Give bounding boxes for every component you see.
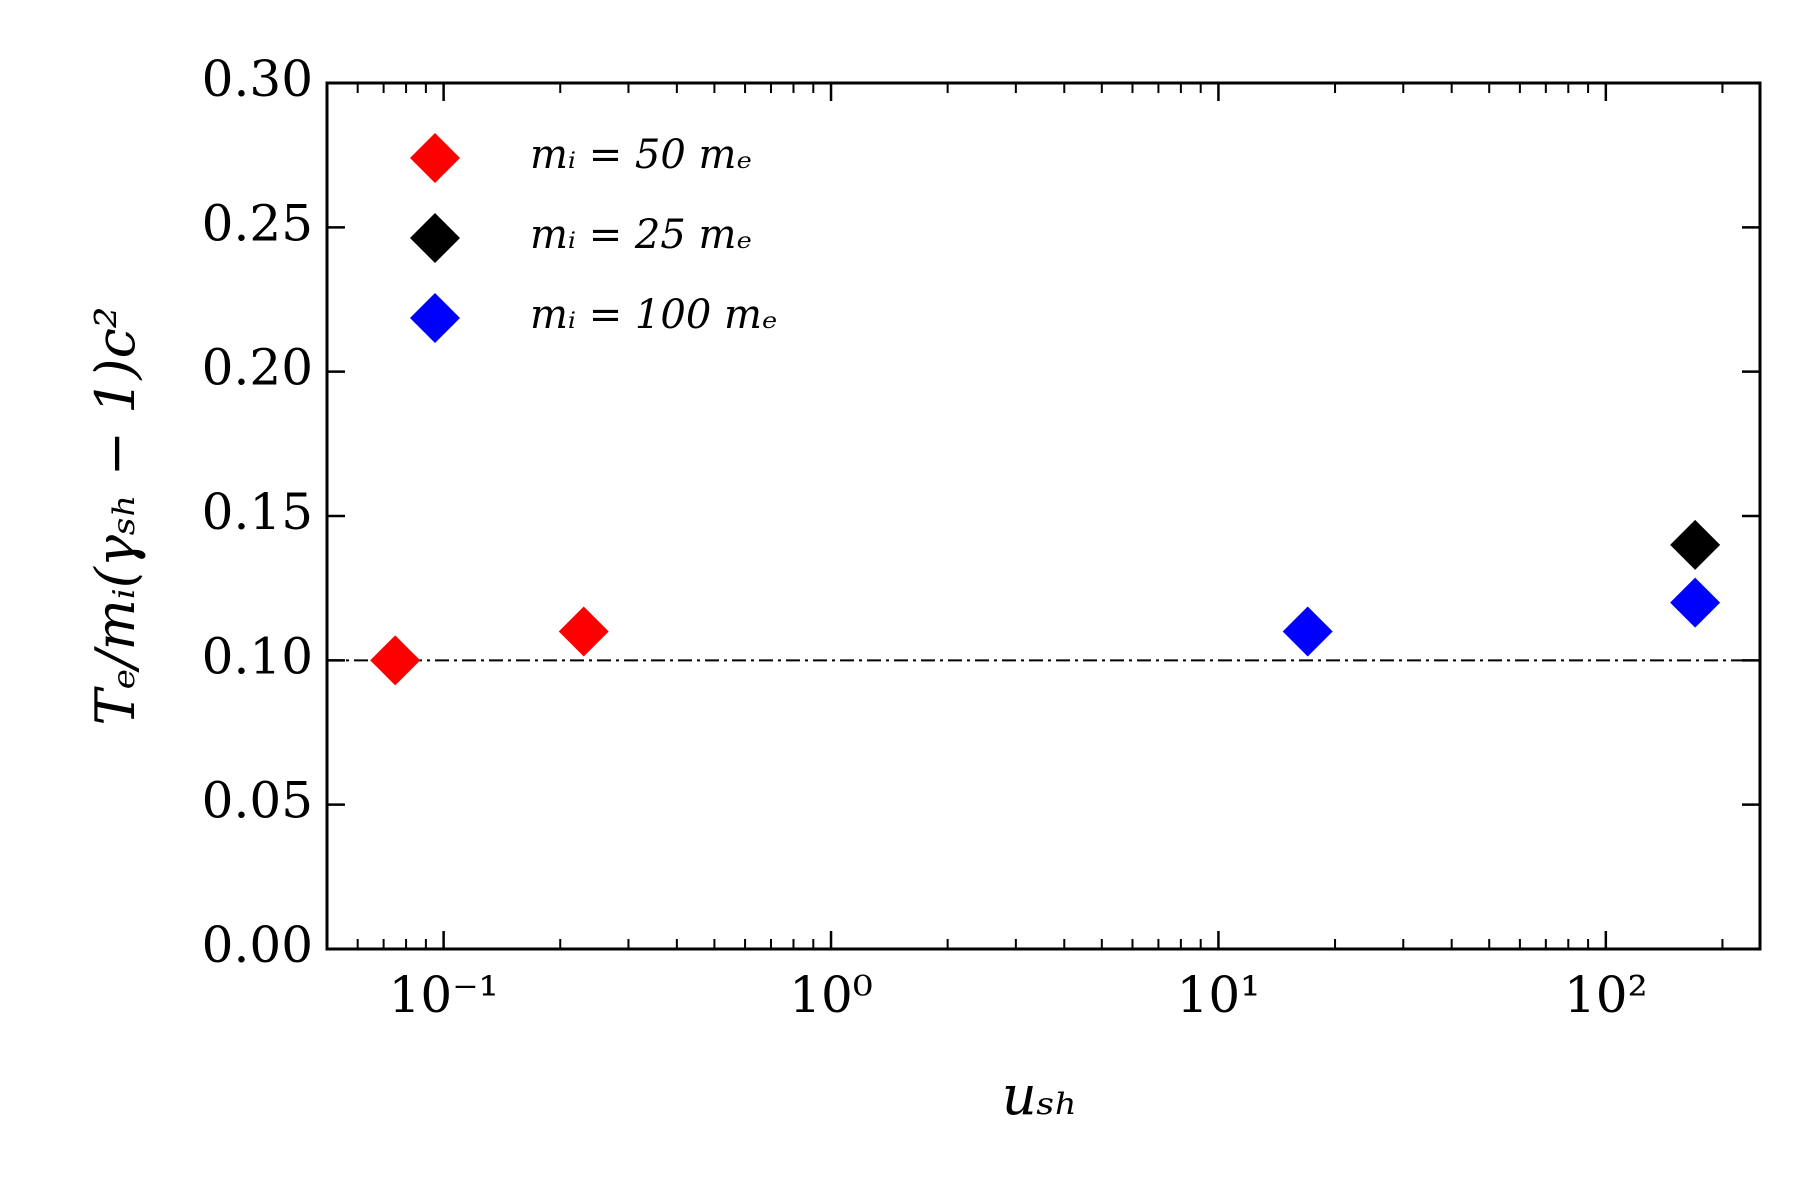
x-tick-label: 10⁰: [789, 966, 873, 1024]
y-tick-label: 0.10: [202, 627, 313, 685]
data-point: [370, 635, 421, 686]
plot-frame: [325, 81, 1762, 951]
y-axis-label: Tₑ/mᵢ(γₛₕ − 1)c²: [84, 307, 147, 726]
x-tick-label: 10¹: [1177, 966, 1261, 1024]
y-tick-label: 0.05: [202, 772, 313, 830]
y-tick-label: 0.20: [202, 339, 313, 397]
x-axis-label: uₛₕ: [1002, 1064, 1078, 1127]
data-point: [1670, 577, 1721, 628]
x-tick-label: 10⁻¹: [389, 966, 499, 1024]
y-tick-label: 0.25: [202, 194, 313, 252]
data-point: [1670, 519, 1721, 570]
legend-marker: [410, 293, 460, 343]
data-point: [1282, 606, 1333, 657]
x-tick-label: 10²: [1564, 966, 1648, 1024]
legend-label: mᵢ = 25 mₑ: [530, 212, 752, 258]
legend-label: mᵢ = 50 mₑ: [530, 132, 752, 178]
data-point: [558, 606, 609, 657]
y-tick-label: 0.15: [202, 483, 313, 541]
legend-label: mᵢ = 100 mₑ: [530, 292, 777, 338]
y-tick-label: 0.30: [202, 50, 313, 108]
legend-marker: [410, 213, 460, 263]
legend-marker: [410, 133, 460, 183]
y-tick-label: 0.00: [202, 916, 313, 974]
